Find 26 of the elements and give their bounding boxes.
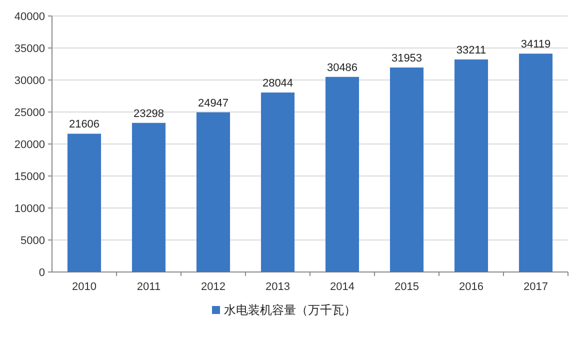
x-tick-label: 2011 <box>136 281 161 293</box>
data-label: 23298 <box>133 108 164 120</box>
y-tick-label: 5000 <box>20 235 45 247</box>
data-label: 30486 <box>326 62 358 74</box>
x-tick-label: 2012 <box>201 281 226 293</box>
x-tick-label: 2014 <box>330 281 354 293</box>
y-tick-label: 35000 <box>14 43 45 55</box>
data-label: 28044 <box>262 78 294 90</box>
y-tick-label: 0 <box>38 267 45 279</box>
x-tick-label: 2016 <box>459 281 484 293</box>
y-tick-label: 40000 <box>14 11 45 23</box>
y-tick-label: 10000 <box>14 203 45 215</box>
data-label: 33211 <box>456 44 486 56</box>
x-tick-label: 2013 <box>266 281 290 293</box>
legend-label: 水电装机容量（万千瓦） <box>224 303 356 317</box>
x-tick-label: 2017 <box>524 281 548 293</box>
y-tick-label: 25000 <box>14 107 45 119</box>
data-label: 21606 <box>68 118 100 131</box>
data-label: 24947 <box>198 97 229 110</box>
y-tick-label: 15000 <box>14 171 45 183</box>
y-tick-label: 30000 <box>14 75 45 87</box>
x-tick-label: 2010 <box>72 281 96 293</box>
data-label: 31953 <box>391 52 422 64</box>
data-label: 34119 <box>520 38 551 51</box>
x-tick-label: 2015 <box>394 281 419 293</box>
y-tick-label: 20000 <box>14 139 45 151</box>
